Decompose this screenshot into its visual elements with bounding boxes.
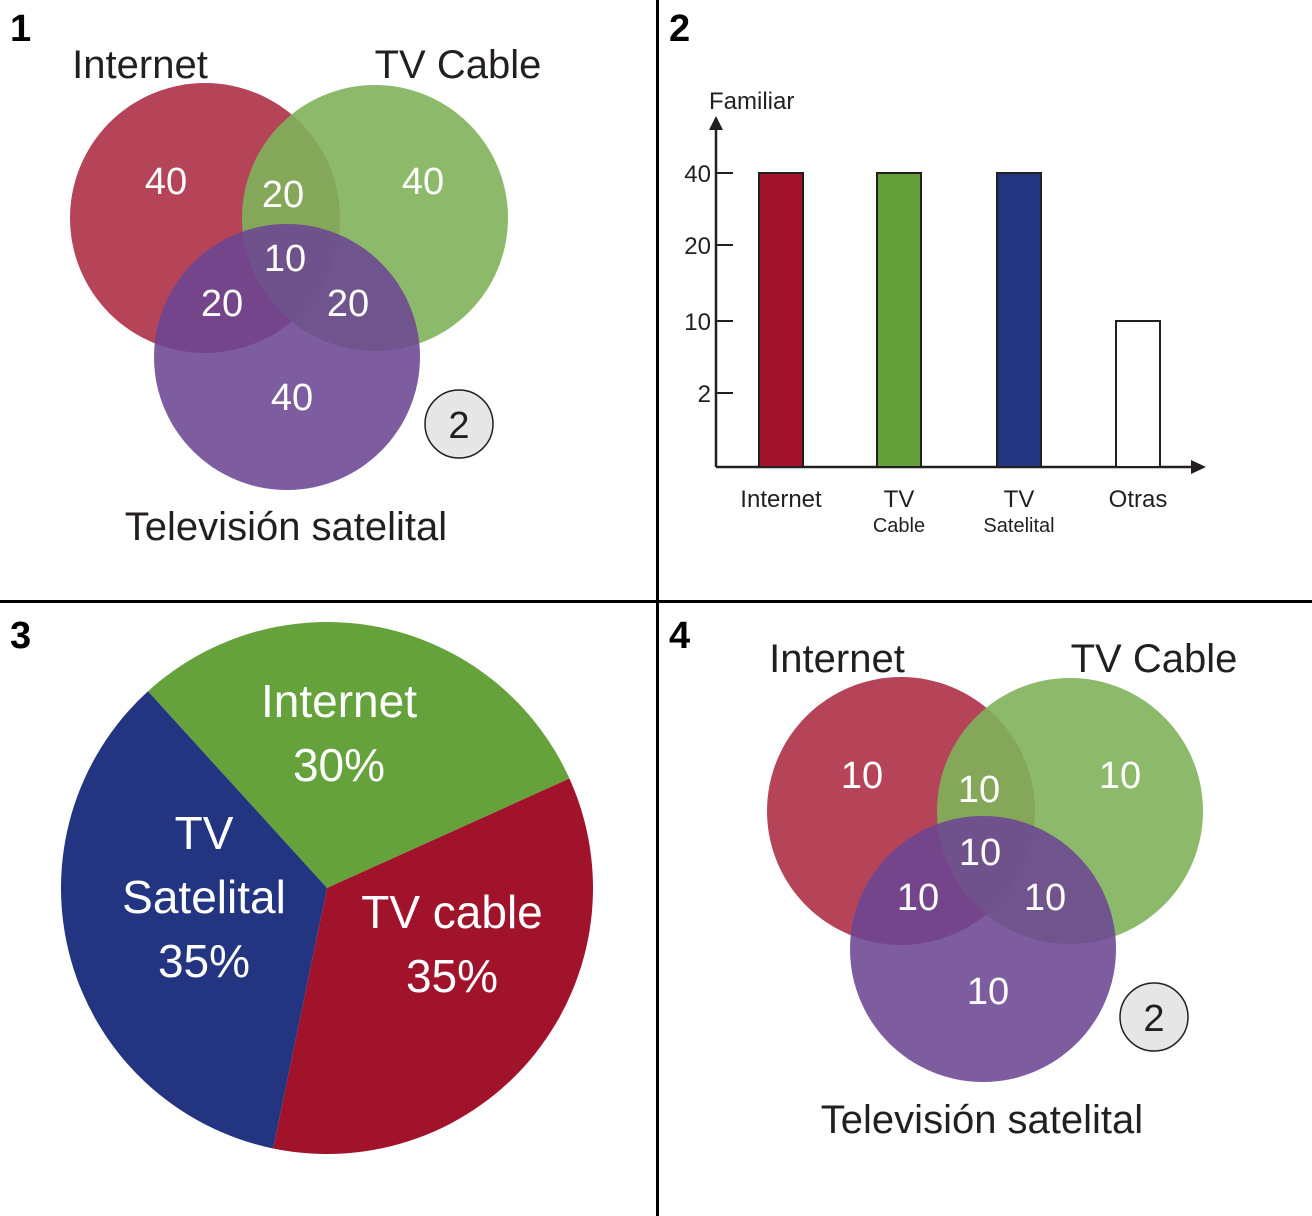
x-axis-arrow-icon [1191, 460, 1206, 474]
venn-value-internet-only: 10 [841, 755, 883, 797]
venn-label-satelital: Televisión satelital [821, 1098, 1143, 1142]
pie-slice-label: TV cable [361, 886, 543, 938]
panel-number: 1 [10, 8, 32, 50]
venn-label-tv-cable: TV Cable [1071, 637, 1238, 681]
venn-value-internet-tvcable: 10 [958, 769, 1000, 811]
pie-slice [273, 778, 594, 1154]
venn-label-internet: Internet [769, 637, 905, 681]
venn-badge-text: 2 [1143, 998, 1164, 1040]
pie-slice [147, 621, 570, 888]
x-tick-label: TV [884, 486, 915, 513]
venn-label-satelital: Televisión satelital [125, 505, 447, 549]
bar [996, 172, 1042, 468]
horizontal-divider [0, 600, 1312, 603]
pie-slice-label: 35% [158, 935, 250, 987]
y-axis-label: Familiar [709, 88, 794, 115]
x-tick-label: Internet [740, 486, 822, 513]
venn-value-tvcable-satelital: 20 [327, 283, 369, 325]
venn-diagram-1: Internet TV Cable Televisión satelital 4… [70, 43, 542, 549]
vertical-divider [656, 0, 659, 1216]
panel-number: 3 [10, 615, 32, 657]
venn-circle-satelital [154, 224, 420, 490]
panel-number: 2 [669, 8, 691, 50]
venn-label-internet: Internet [72, 43, 208, 87]
bar [1115, 320, 1161, 468]
x-tick-label: Otras [1109, 486, 1168, 513]
venn-badge-text: 2 [448, 405, 469, 447]
venn-circle-satelital [850, 816, 1116, 1082]
venn-badge: 2 [424, 389, 494, 459]
venn-value-internet-tvcable: 20 [262, 174, 304, 216]
pie-slice-label: Satelital [122, 871, 286, 923]
venn-diagram-2: Internet TV Cable Televisión satelital 1… [767, 637, 1238, 1142]
panel-4: 4 Internet TV Cable Televisión satelital… [659, 603, 1312, 1216]
pie-slice-label: Internet [261, 675, 417, 727]
venn-value-internet-only: 40 [145, 161, 187, 203]
x-tick-label-sub: Cable [873, 515, 925, 537]
pie-slice [61, 691, 327, 1149]
y-tick-label: 2 [698, 381, 711, 408]
venn-value-all-three: 10 [264, 238, 306, 280]
panel-1: 1 Internet TV Cable Televisión satelital… [0, 0, 656, 600]
pie-slice-label: TV [175, 807, 234, 859]
panel-number: 4 [669, 615, 691, 657]
panel-3: 3 Internet 30% TV cable 35% TV Satelital 35% [0, 603, 656, 1216]
venn-badge: 2 [1119, 982, 1189, 1052]
pie-slice-label: 30% [293, 739, 385, 791]
y-tick-label: 40 [684, 161, 711, 188]
venn-value-all-three: 10 [959, 832, 1001, 874]
panel-2: 2 Familiar 40 20 10 2 Internet TV Cable TV Satel… [659, 0, 1312, 600]
venn-value-satelital-only: 10 [967, 971, 1009, 1013]
venn-value-internet-satelital: 20 [201, 283, 243, 325]
venn-value-internet-satelital: 10 [897, 877, 939, 919]
venn-value-tvcable-only: 40 [402, 161, 444, 203]
pie-slice-label: 35% [406, 950, 498, 1002]
x-tick-label: TV [1004, 486, 1035, 513]
x-tick-label-sub: Satelital [983, 515, 1054, 537]
bar [758, 172, 804, 468]
pie-chart: Internet 30% TV cable 35% TV Satelital 35% [61, 621, 594, 1154]
venn-value-tvcable-satelital: 10 [1024, 877, 1066, 919]
y-axis-arrow-icon [709, 116, 723, 130]
venn-value-satelital-only: 40 [271, 377, 313, 419]
y-tick-label: 10 [684, 309, 711, 336]
venn-value-tvcable-only: 10 [1099, 755, 1141, 797]
y-tick-label: 20 [684, 233, 711, 260]
bar [876, 172, 922, 468]
venn-label-tv-cable: TV Cable [375, 43, 542, 87]
